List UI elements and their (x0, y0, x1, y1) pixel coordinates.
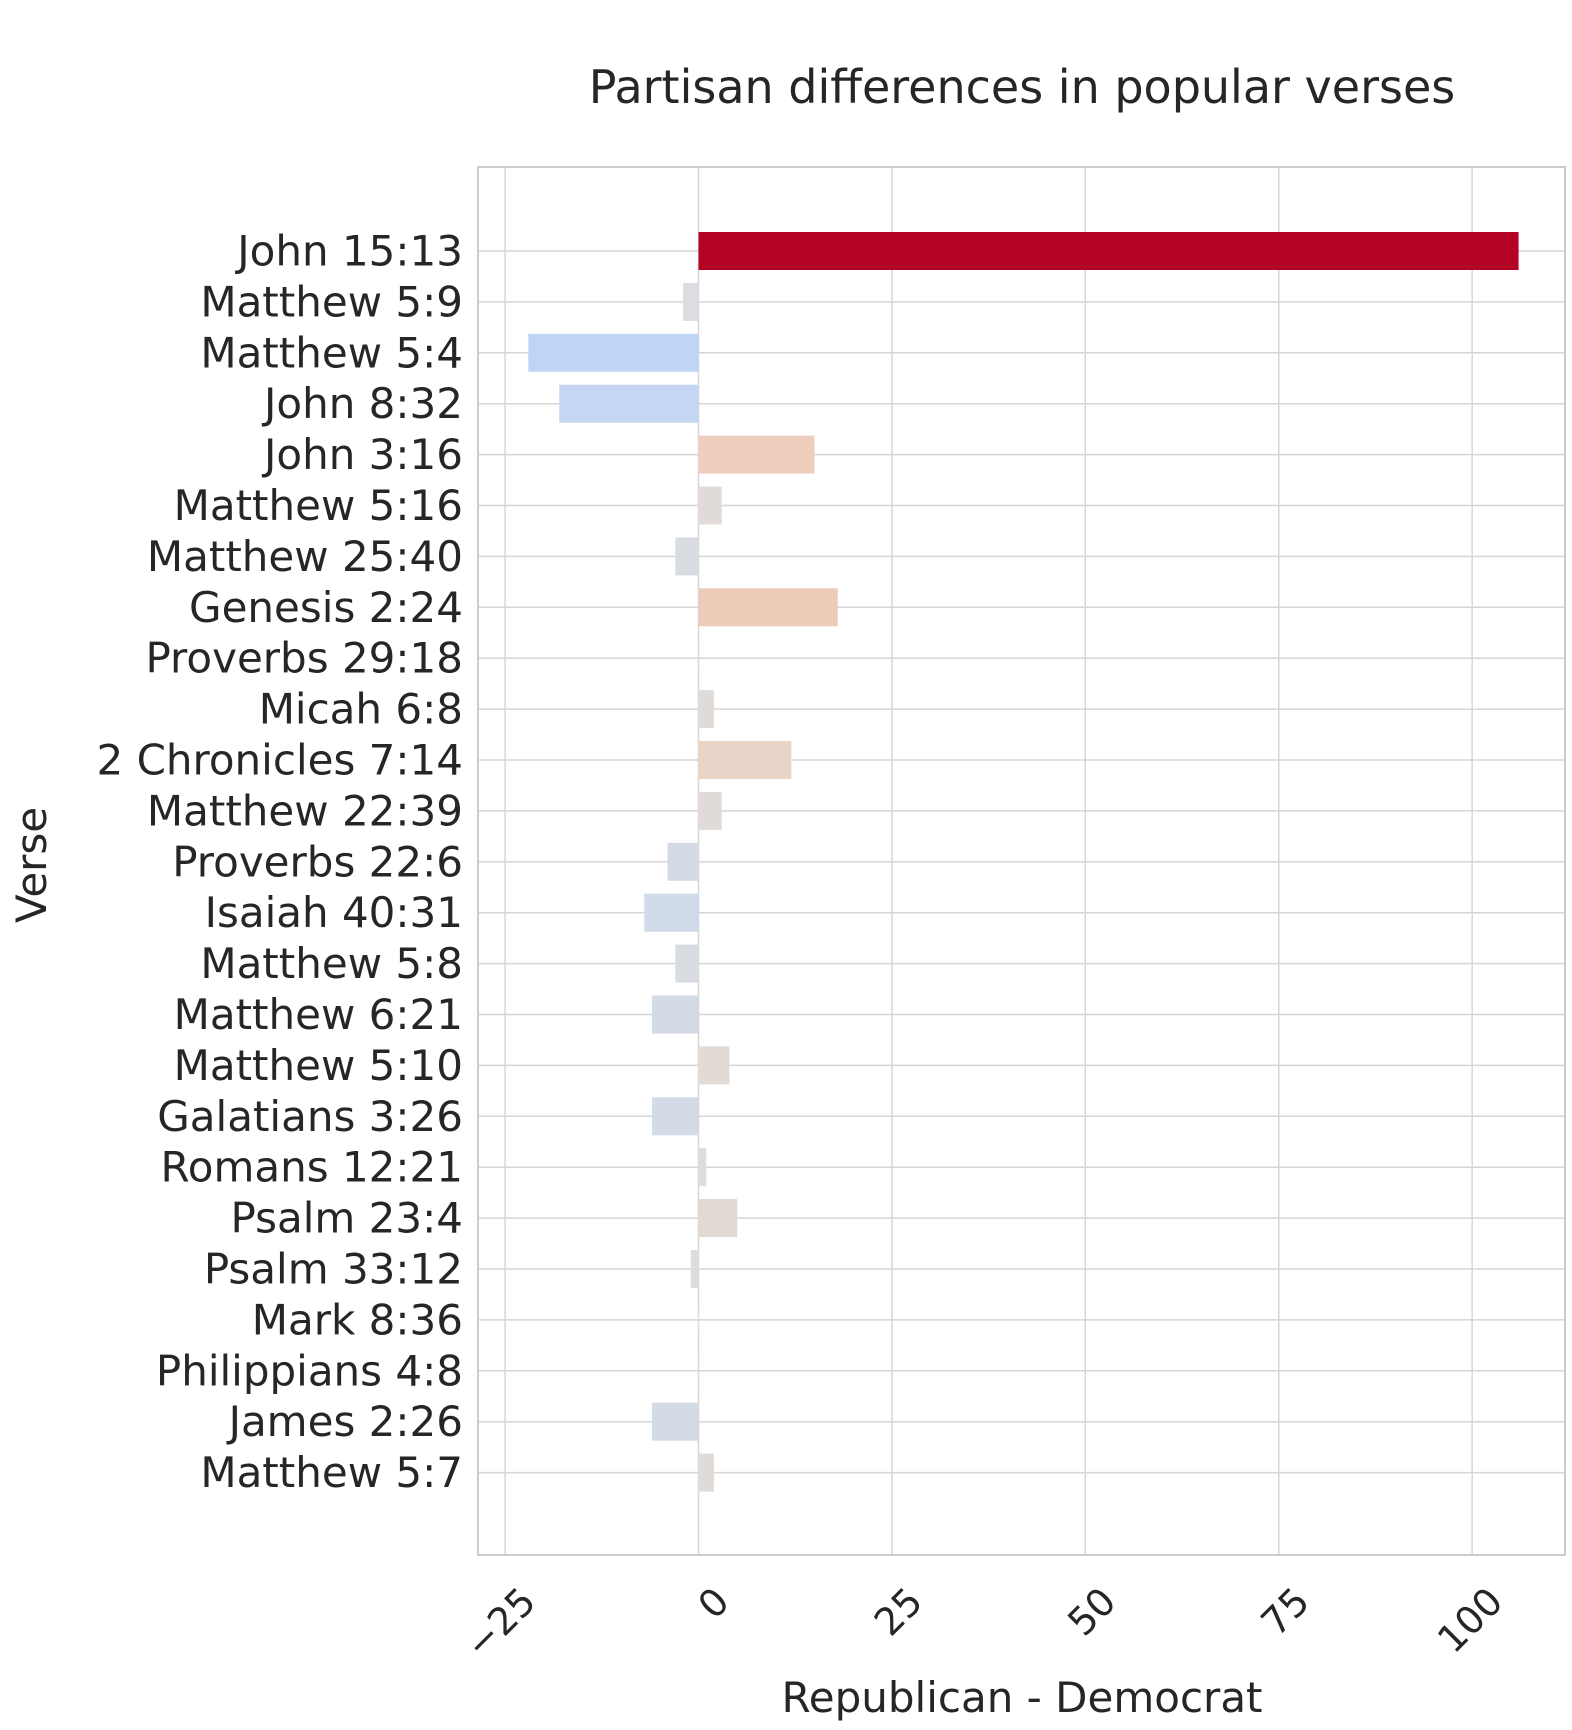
bar (698, 1300, 700, 1339)
chart-title: Partisan differences in popular verses (589, 60, 1455, 114)
y-tick-label: John 15:13 (234, 227, 463, 276)
y-tick-label: Proverbs 22:6 (172, 837, 463, 886)
bar (652, 1402, 699, 1441)
bar (667, 842, 699, 881)
bar (698, 1148, 707, 1187)
bar (698, 791, 722, 830)
bar (698, 588, 838, 627)
bar (698, 741, 792, 779)
bar (698, 690, 714, 729)
bar (698, 1046, 730, 1085)
y-tick-label: Proverbs 29:18 (145, 634, 463, 683)
y-tick-label: Galatians 3:26 (157, 1092, 463, 1141)
y-tick-label: Matthew 5:16 (174, 481, 463, 530)
y-tick-label: Isaiah 40:31 (205, 888, 463, 937)
x-tick-labels: −25 0 25 50 75 100 (456, 1579, 1511, 1667)
bar (675, 537, 699, 576)
y-tick-label: John 3:16 (261, 430, 463, 479)
y-tick-label: Matthew 6:21 (174, 990, 463, 1039)
y-tick-label: Mark 8:36 (252, 1295, 463, 1344)
y-axis-label: Verse (7, 807, 56, 923)
bar (698, 232, 1519, 270)
grid-layer (478, 167, 1565, 1555)
y-tick-label: Matthew 5:8 (200, 939, 463, 988)
y-tick-label: Philippians 4:8 (156, 1346, 463, 1395)
bar (644, 893, 699, 932)
y-tick-label: Matthew 5:10 (174, 1041, 463, 1090)
y-tick-label: Psalm 23:4 (231, 1194, 463, 1243)
y-tick-label: Genesis 2:24 (189, 583, 463, 632)
y-tick-label: Matthew 5:9 (200, 277, 463, 326)
y-tick-label: James 2:26 (226, 1397, 463, 1446)
bar (698, 1453, 714, 1492)
bar (528, 333, 699, 372)
y-tick-label: 2 Chronicles 7:14 (97, 736, 464, 785)
x-tick-label: 0 (689, 1579, 737, 1627)
x-tick-label: 100 (1429, 1579, 1511, 1661)
bar (652, 995, 699, 1034)
x-tick-label: 75 (1253, 1579, 1318, 1644)
bar (683, 282, 699, 321)
y-tick-label: Matthew 22:39 (147, 786, 463, 835)
plot-frame (477, 166, 1566, 1556)
x-tick-label: −25 (456, 1579, 544, 1667)
bar (698, 1199, 738, 1238)
bar-layer (528, 232, 1519, 1492)
y-tick-label: Matthew 25:40 (147, 532, 463, 581)
bar (675, 944, 699, 983)
y-tick-label: Romans 12:21 (160, 1143, 463, 1192)
bar (698, 1351, 700, 1390)
bar (698, 435, 815, 474)
y-tick-label: Micah 6:8 (259, 685, 463, 734)
x-tick-label: 50 (1059, 1579, 1124, 1644)
bar (559, 384, 699, 423)
y-tick-label: Matthew 5:4 (200, 328, 463, 377)
x-tick-label: 25 (866, 1579, 931, 1644)
bar (698, 639, 700, 678)
x-axis-label: Republican - Democrat (781, 1673, 1262, 1722)
y-tick-label: Matthew 5:7 (200, 1448, 463, 1497)
bar (652, 1097, 699, 1136)
y-tick-label: Psalm 33:12 (204, 1245, 463, 1294)
bar (698, 486, 722, 525)
bar (690, 1250, 699, 1288)
y-tick-label: John 8:32 (261, 379, 463, 428)
